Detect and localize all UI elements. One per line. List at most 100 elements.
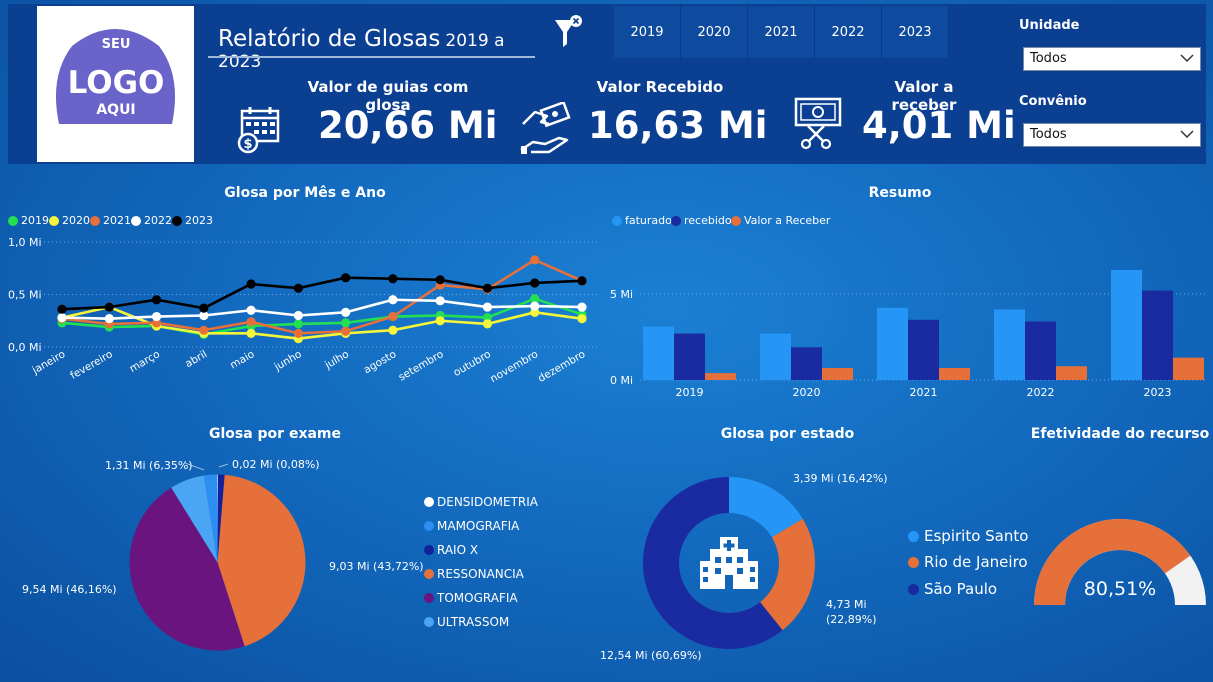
bar-faturado[interactable]: [994, 309, 1025, 380]
legend-item-valor-a-receber[interactable]: Valor a Receber: [731, 214, 830, 227]
year-button-2019[interactable]: 2019: [614, 6, 681, 58]
line-point[interactable]: [530, 301, 540, 311]
year-button-2021[interactable]: 2021: [748, 6, 815, 58]
bar-faturado[interactable]: [760, 333, 791, 380]
kpi-value-a-receber: 4,01 Mi: [862, 104, 1016, 147]
line-point[interactable]: [577, 302, 587, 312]
line-point[interactable]: [104, 314, 114, 324]
line-point[interactable]: [57, 313, 67, 323]
line-point[interactable]: [246, 317, 256, 327]
bar-valor-a-receber[interactable]: [1056, 366, 1087, 380]
clear-filter-button[interactable]: [553, 14, 585, 52]
bar-faturado[interactable]: [643, 326, 674, 380]
line-point[interactable]: [530, 278, 540, 288]
bar-faturado[interactable]: [1111, 269, 1142, 380]
legend-item-2020[interactable]: 2020: [49, 214, 90, 227]
bar-recebido[interactable]: [674, 333, 705, 380]
line-point[interactable]: [199, 303, 209, 313]
line-point[interactable]: [388, 274, 398, 284]
line-point[interactable]: [435, 316, 445, 326]
line-point[interactable]: [435, 296, 445, 306]
bar-valor-a-receber[interactable]: [1173, 357, 1204, 380]
legend-item-ressonancia[interactable]: RESSONANCIA: [424, 567, 524, 581]
line-point[interactable]: [388, 295, 398, 305]
exam-pie-chart: [129, 474, 306, 651]
line-point[interactable]: [530, 307, 540, 317]
state-label-espirito-santo: 3,39 Mi (16,42%): [793, 472, 888, 485]
bar-recebido[interactable]: [1142, 290, 1173, 380]
line-point[interactable]: [388, 325, 398, 335]
line-point[interactable]: [341, 326, 351, 336]
pie-slice-ressonancia[interactable]: [217, 474, 306, 647]
pie-slice-mamografia[interactable]: [203, 474, 218, 563]
legend-item-faturado[interactable]: faturado: [612, 214, 672, 227]
line-point[interactable]: [104, 302, 114, 312]
line-point[interactable]: [151, 318, 162, 328]
legend-item-2023[interactable]: 2023: [172, 214, 213, 227]
line-point[interactable]: [482, 302, 493, 312]
line-point[interactable]: [577, 276, 587, 286]
legend-item-tomografia[interactable]: TOMOGRAFIA: [424, 591, 518, 605]
line-point[interactable]: [57, 304, 67, 314]
line-point[interactable]: [341, 307, 351, 317]
line-point[interactable]: [530, 255, 540, 265]
line-point[interactable]: [482, 319, 493, 329]
legend-item-sao-paulo[interactable]: São Paulo: [908, 580, 997, 598]
legend-label: 2022: [144, 214, 172, 227]
line-point[interactable]: [293, 319, 303, 329]
bar-recebido[interactable]: [1025, 321, 1056, 380]
line-point[interactable]: [482, 283, 493, 293]
pie-slice-ultrassom[interactable]: [171, 475, 218, 563]
x-tick-label: fevereiro: [68, 348, 115, 382]
line-point[interactable]: [435, 275, 445, 285]
convenio-selected-value: Todos: [1030, 127, 1067, 142]
year-button-2020[interactable]: 2020: [681, 6, 748, 58]
bar-recebido[interactable]: [791, 347, 822, 380]
legend-item-espirito-santo[interactable]: Espirito Santo: [908, 527, 1028, 545]
unidade-dropdown[interactable]: Todos: [1023, 47, 1201, 71]
line-point[interactable]: [293, 310, 303, 321]
line-point[interactable]: [151, 295, 162, 305]
line-point[interactable]: [246, 279, 256, 289]
line-point[interactable]: [151, 311, 162, 322]
year-button-2022[interactable]: 2022: [815, 6, 882, 58]
donut-slice-rio-de-janeiro[interactable]: [760, 518, 815, 631]
line-point[interactable]: [530, 294, 540, 304]
line-point[interactable]: [199, 325, 209, 335]
convenio-dropdown[interactable]: Todos: [1023, 123, 1201, 147]
legend-item-2019[interactable]: 2019: [8, 214, 49, 227]
kpi-value-glosa: 20,66 Mi: [318, 104, 498, 147]
line-point[interactable]: [246, 305, 256, 315]
pie-slice-raio-x[interactable]: [217, 474, 225, 563]
legend-marker: [424, 497, 434, 507]
bar-valor-a-receber[interactable]: [822, 367, 853, 380]
line-point[interactable]: [482, 313, 493, 323]
title-underline: [208, 56, 535, 58]
logo-text-bottom: AQUI: [96, 102, 135, 118]
legend-item-densidometria[interactable]: DENSIDOMETRIA: [424, 495, 538, 509]
line-series-2019: [61, 297, 583, 336]
bar-valor-a-receber[interactable]: [705, 373, 736, 380]
line-point[interactable]: [293, 328, 303, 338]
line-point[interactable]: [246, 328, 256, 338]
year-button-2023[interactable]: 2023: [882, 6, 949, 58]
bar-valor-a-receber[interactable]: [939, 367, 970, 380]
legend-item-mamografia[interactable]: MAMOGRAFIA: [424, 519, 519, 533]
line-point[interactable]: [341, 318, 351, 328]
line-point[interactable]: [577, 314, 587, 324]
pie-slice-tomografia[interactable]: [129, 487, 245, 651]
legend-item-raio-x[interactable]: RAIO X: [424, 543, 478, 557]
legend-item-rio-de-janeiro[interactable]: Rio de Janeiro: [908, 553, 1028, 571]
bar-faturado[interactable]: [877, 307, 908, 380]
legend-item-2021[interactable]: 2021: [90, 214, 131, 227]
legend-item-2022[interactable]: 2022: [131, 214, 172, 227]
line-point[interactable]: [293, 283, 303, 293]
legend-item-ultrassom[interactable]: ULTRASSOM: [424, 615, 509, 629]
bar-recebido[interactable]: [908, 319, 939, 380]
legend-item-recebido[interactable]: recebido: [671, 214, 732, 227]
line-point[interactable]: [199, 310, 209, 321]
line-point[interactable]: [388, 311, 398, 322]
line-point[interactable]: [341, 273, 351, 283]
donut-slice-sao-paulo[interactable]: [643, 477, 783, 649]
donut-slice-espirito-santo[interactable]: [729, 477, 803, 538]
